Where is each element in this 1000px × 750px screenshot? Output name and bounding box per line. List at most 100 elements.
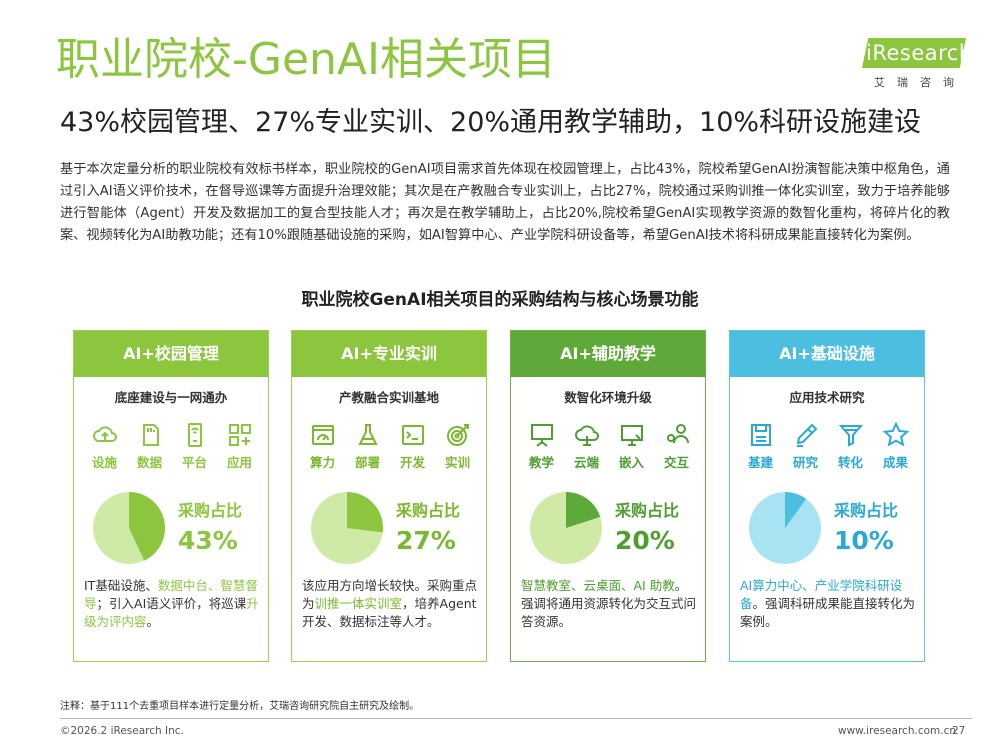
scene-item: 嵌入 [609,421,654,471]
scene-item: 算力 [300,421,345,471]
pie-share-slice [347,492,383,533]
pie-share-slice [785,492,807,528]
card-header: AI+基础设施 [730,331,924,377]
desc-highlight: 数据中台、智慧督导 [84,578,258,611]
users-icon [666,424,689,444]
desc-text: 该应用方向增长较快。采购重点为 [302,578,478,611]
section-title: 职业院校GenAI相关项目的采购结构与核心场景功能 [301,290,699,310]
icon-row: 基建 研究 转化 成果 [738,421,918,471]
scene-item: 成果 [873,421,918,471]
desc-text: 。强调科研成果能直接转化为案例。 [740,596,916,629]
dashboard-icon [311,425,334,445]
scene-label: 部署 [354,455,380,470]
scene-label: 设施 [91,455,117,470]
device-icon [187,423,202,447]
share-label: 采购占比 [178,501,243,520]
icon-row: 设施 数据 平台 应用 [82,421,262,471]
scene-item: 基建 [738,421,783,471]
flask-icon [357,424,378,445]
scene-item: 交互 [654,421,699,471]
desc-text: 。 [146,614,160,629]
share-pie [530,492,602,564]
scene-label: 算力 [309,455,335,470]
card-professional-training: AI+专业实训 产教融合实训基地 算力 部署 开发 实训 采购占比 27% 该应… [291,330,487,662]
card-header: AI+专业实训 [292,331,486,377]
desc-text: ，培养Agent开发、数据标注等人才。 [302,596,477,629]
cloud-icon [574,425,599,446]
scene-label: 转化 [837,455,863,470]
funnel-icon [838,425,863,447]
scene-item: 数据 [127,421,172,471]
footer-copyright: ©2026.2 iResearch Inc. [60,725,184,737]
pen-icon [796,423,817,447]
card-description: IT基础设施、数据中台、智慧督导；引入AI语义评价，将巡课升级为评内容。 [84,577,260,631]
page-title: 职业院校-GenAI相关项目 [56,34,557,85]
pie-share-slice [129,492,165,561]
desc-highlight: 升级为评内容 [84,596,259,629]
share-pie [93,492,165,564]
share-label: 采购占比 [615,501,680,520]
save-icon [750,424,771,446]
scene-item: 设施 [82,421,127,471]
logo-badge [862,38,966,68]
scene-label: 云端 [573,455,599,470]
card-campus-management: AI+校园管理 底座建设与一网通办 设施 数据 平台 应用 采购占比 43% I… [73,330,269,662]
scene-label: 交互 [663,455,689,470]
apps-grid-icon [228,424,251,446]
desc-text: 。强调将通用资源转化为交互式问答资源。 [521,578,697,629]
share-label: 采购占比 [396,501,461,520]
scene-label: 成果 [882,455,908,470]
card-description: AI算力中心、产业学院科研设备。强调科研成果能直接转化为案例。 [740,577,916,631]
scene-item: 云端 [564,421,609,471]
icon-row: 算力 部署 开发 实训 [300,421,480,471]
scene-item: 实训 [435,421,480,471]
desc-text: ；引入AI语义评价，将巡课 [96,596,247,611]
share-label: 采购占比 [834,501,899,520]
desc-highlight: 智慧教室、云桌面、AI 助教 [521,578,675,593]
sd-card-icon [142,424,159,446]
logo-wordmark: iResearch [866,41,973,65]
card-header: AI+辅助教学 [511,331,705,377]
share-pie [311,492,383,564]
card-description: 该应用方向增长较快。采购重点为训推一体实训室，培养Agent开发、数据标注等人才… [302,577,478,631]
scene-label: 实训 [444,455,470,470]
scene-item: 平台 [172,421,217,471]
scene-item: 教学 [519,421,564,471]
card-teaching-assist: AI+辅助教学 数智化环境升级 教学 云端 嵌入 交互 采购占比 20% 智慧教… [510,330,706,662]
desc-text: IT基础设施、 [84,578,158,593]
monitor-icon [620,425,643,446]
card-subtitle: 数智化环境升级 [564,390,652,405]
scene-item: 开发 [390,421,435,471]
footer-divider [60,718,972,719]
scene-label: 基建 [747,455,773,470]
card-subtitle: 产教融合实训基地 [338,390,439,405]
card-description: 智慧教室、云桌面、AI 助教。强调将通用资源转化为交互式问答资源。 [521,577,697,631]
scene-label: 教学 [528,455,554,470]
whiteboard-icon [530,424,553,447]
card-subtitle: 应用技术研究 [789,390,865,405]
share-value: 10% [834,526,894,555]
footer-url: www.iresearch.com.cn [838,725,957,737]
footnote: 注释：基于111个去重项目样本进行定量分析，艾瑞咨询研究院自主研究及绘制。 [60,701,420,712]
terminal-icon [401,425,424,445]
logo-chinese-name: 艾瑞咨询 [874,76,966,89]
scene-label: 数据 [136,455,162,470]
card-header: AI+校园管理 [74,331,268,377]
page-subtitle: 43%校园管理、27%专业实训、20%通用教学辅助，10%科研设施建设 [60,107,922,138]
pie-share-slice [566,492,601,528]
scene-item: 研究 [783,421,828,471]
share-value: 27% [396,526,456,555]
card-subtitle: 底座建设与一网通办 [114,390,228,405]
target-icon [446,424,469,446]
scene-label: 开发 [399,455,425,470]
iresearch-logo: iResearch 艾瑞咨询 [852,36,973,92]
card-infrastructure: AI+基础设施 应用技术研究 基建 研究 转化 成果 采购占比 10% AI算力… [729,330,925,662]
scene-label: 研究 [792,455,818,470]
scene-item: 转化 [828,421,873,471]
scene-label: 平台 [181,455,207,470]
share-pie [749,492,821,564]
share-value: 43% [178,526,238,555]
page-number: 27 [952,725,966,737]
scene-label: 应用 [226,455,252,470]
desc-highlight: 训推一体实训室 [314,596,403,611]
